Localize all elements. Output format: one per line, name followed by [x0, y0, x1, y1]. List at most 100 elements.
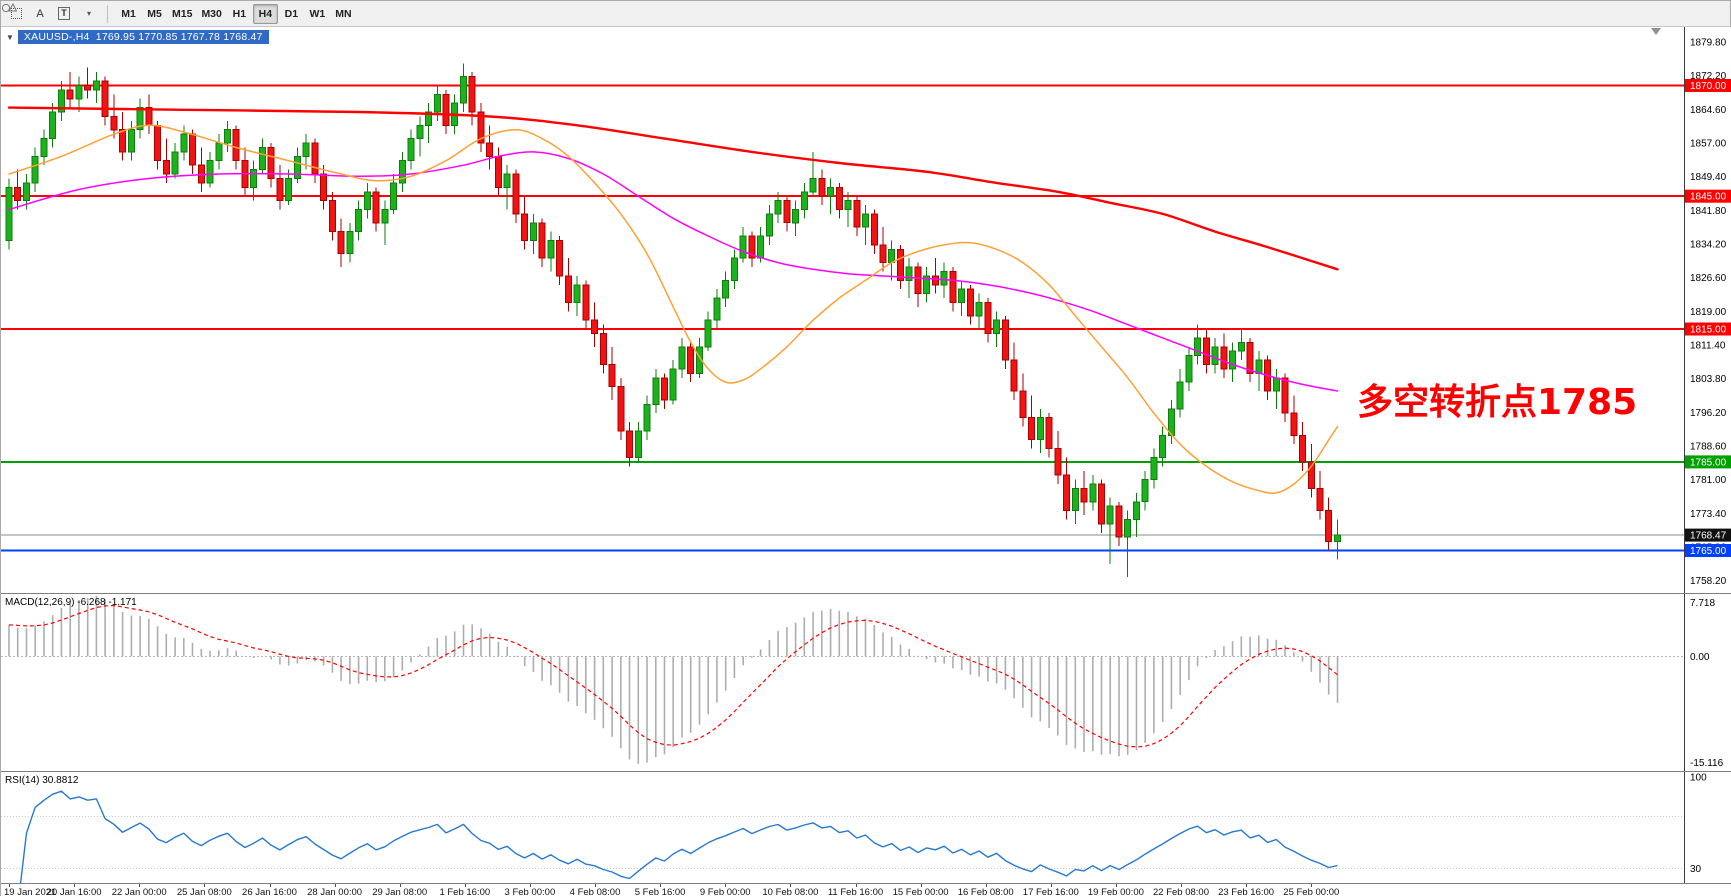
- price-tick-label: 1834.20: [1690, 240, 1727, 251]
- cursor-select-button[interactable]: [5, 4, 27, 24]
- macd-chart[interactable]: 7.718 0.00 -15.116: [1, 594, 1731, 771]
- candle-body: [92, 80, 100, 91]
- ohlc-readout: 1769.95 1770.85 1767.78 1768.47: [95, 31, 263, 43]
- date-label: 25 Feb 00:00: [1283, 886, 1340, 896]
- candle-body: [1194, 337, 1202, 357]
- candle-body: [1290, 412, 1298, 436]
- candle-body: [984, 302, 992, 334]
- annotation-text[interactable]: 多空转折点1785: [1357, 382, 1638, 423]
- chart-shift-marker-icon[interactable]: [1651, 28, 1661, 35]
- drawing-tools-group: A T ▾: [1, 2, 99, 24]
- date-label: 3 Feb 00:00: [504, 886, 556, 896]
- date-label: 4 Feb 08:00: [569, 886, 621, 896]
- time-axis[interactable]: 19 Jan 2021 20 Jan 16:00 22 Jan 00:00 25 Ja…: [1, 883, 1731, 896]
- price-tick-label: 1857.00: [1690, 139, 1727, 150]
- candle-body: [888, 248, 896, 264]
- candle-body: [678, 346, 686, 370]
- time-tick: [1115, 884, 1117, 887]
- candle-body: [591, 319, 599, 335]
- rsi-line: [19, 790, 1338, 883]
- date-label: 23 Feb 16:00: [1218, 886, 1275, 896]
- candle-body: [1159, 434, 1167, 458]
- dotted-square-icon: [10, 8, 22, 19]
- candle-body: [1080, 488, 1088, 503]
- candle-body: [328, 200, 336, 233]
- rsi-tick-label: 100: [1690, 773, 1707, 784]
- candle-body: [1229, 350, 1237, 370]
- candle-body: [1089, 483, 1097, 503]
- price-tick-label: 1872.20: [1690, 71, 1727, 82]
- candle-body: [154, 124, 162, 162]
- dropdown-caret-icon: ▾: [86, 9, 91, 18]
- main-price-pane: 1879.80 1872.20 1864.60 1857.00 1849.40 1841.…: [1, 27, 1731, 593]
- candle-body: [774, 200, 782, 215]
- timeframes-group: M1 M5 M15 M30 H1 H4 D1 W1 MN: [116, 3, 356, 24]
- candle-body: [1098, 483, 1105, 525]
- candle-body: [512, 173, 520, 215]
- candle-body: [407, 138, 415, 162]
- candle-body: [110, 116, 118, 131]
- candle-body: [809, 178, 817, 193]
- candle-body: [687, 346, 695, 374]
- timeframe-button-h1[interactable]: H1: [232, 7, 247, 20]
- candle-body: [1115, 505, 1123, 538]
- main-chart[interactable]: 1879.80 1872.20 1864.60 1857.00 1849.40 1841.…: [1, 27, 1731, 593]
- timeframe-button-m15[interactable]: M15: [172, 7, 193, 20]
- timeframe-button-m5[interactable]: M5: [147, 7, 162, 20]
- ma-mid-line: [8, 151, 1339, 392]
- date-label: 19 Jan 2021: [4, 886, 57, 896]
- candle-body: [1019, 390, 1027, 419]
- candle-body: [363, 191, 371, 211]
- timeframe-button-mn[interactable]: MN: [335, 7, 352, 20]
- candle-body: [818, 178, 826, 197]
- macd-histogram: [8, 595, 1339, 764]
- timeframe-button-d1[interactable]: D1: [284, 7, 299, 20]
- candle-body: [1001, 319, 1009, 361]
- timeframe-button-h4[interactable]: H4: [252, 3, 278, 24]
- time-tick: [269, 884, 271, 887]
- date-label: 10 Feb 08:00: [762, 886, 819, 896]
- price-tick-label: 1879.80: [1690, 38, 1727, 49]
- time-tick: [660, 884, 662, 887]
- time-tick: [399, 884, 401, 887]
- timeframe-button-w1[interactable]: W1: [309, 7, 326, 20]
- text-label-button[interactable]: A: [29, 4, 51, 24]
- price-chip: [1685, 79, 1731, 92]
- timeframe-button-m1[interactable]: M1: [121, 7, 136, 20]
- date-label: 25 Jan 08:00: [176, 886, 232, 896]
- candle-body: [1316, 488, 1324, 512]
- time-tick: [204, 884, 206, 887]
- price-tick-label: 1796.20: [1690, 408, 1727, 419]
- candle-body: [381, 209, 389, 224]
- candle-body: [608, 364, 616, 388]
- text-frame-button[interactable]: T: [53, 4, 75, 24]
- candle-body: [1272, 377, 1280, 392]
- rsi-header: RSI(14) 30.8812: [5, 775, 78, 786]
- candle-body: [398, 160, 406, 184]
- candle-body: [862, 213, 869, 228]
- price-tick-label: 1781.00: [1690, 475, 1727, 486]
- time-tick: [9, 884, 10, 887]
- candle-body: [564, 275, 572, 303]
- symbol-dropdown-icon[interactable]: ▼: [6, 32, 14, 42]
- candle-body: [477, 111, 485, 144]
- candle-body: [285, 178, 293, 202]
- candle-body: [931, 275, 939, 286]
- time-tick: [74, 884, 76, 887]
- rsi-chart[interactable]: 100 30: [1, 772, 1731, 883]
- candle-body: [49, 111, 57, 140]
- candle-body: [494, 155, 502, 188]
- price-tick-label: 1841.80: [1690, 206, 1727, 217]
- candle-body: [844, 200, 852, 211]
- candle-body: [529, 222, 537, 242]
- price-chip: [1685, 528, 1731, 542]
- date-label: 22 Jan 00:00: [111, 886, 167, 896]
- candle-body: [180, 133, 188, 153]
- candle-body: [870, 213, 878, 246]
- shapes-button[interactable]: ▾: [1, 2, 99, 24]
- candle-body: [66, 89, 74, 100]
- price-chip: [1685, 455, 1731, 469]
- candle-body: [853, 200, 861, 228]
- timeframe-button-m30[interactable]: M30: [201, 7, 222, 20]
